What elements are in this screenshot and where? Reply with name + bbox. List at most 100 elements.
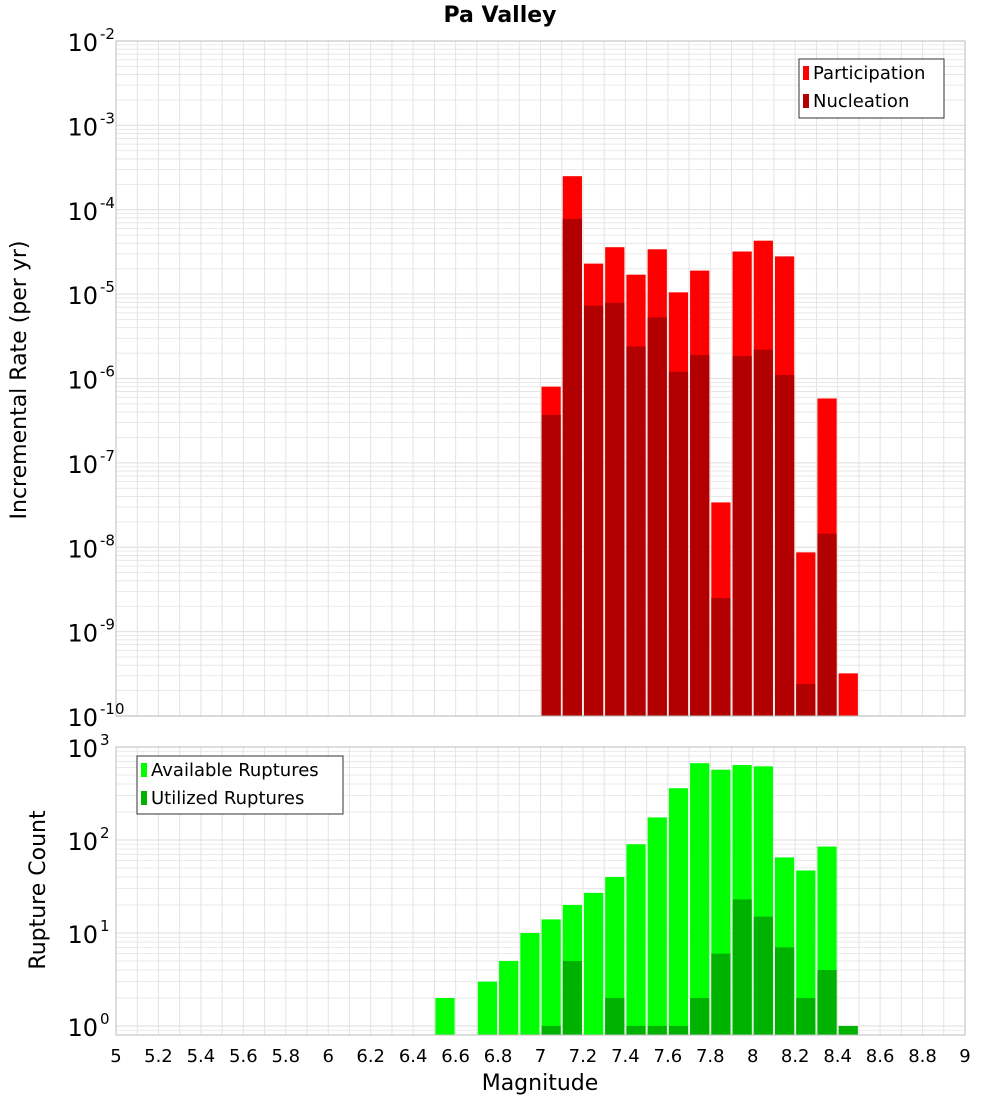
- bottom-bar: [690, 997, 710, 1035]
- top-bar: [541, 414, 561, 716]
- bottom-bar: [753, 916, 773, 1035]
- top-y-tick-exponent: -10: [100, 700, 125, 718]
- top-bar: [626, 346, 646, 716]
- top-y-tick-exponent: -7: [100, 447, 115, 465]
- bottom-bar: [796, 870, 816, 1035]
- bottom-bar: [647, 1025, 667, 1035]
- bottom-bar: [668, 1025, 689, 1035]
- x-tick-label: 5.8: [271, 1046, 300, 1067]
- top-y-tick-exponent: -2: [100, 25, 115, 43]
- bottom-bar: [583, 892, 604, 1035]
- x-tick-label: 7: [535, 1046, 546, 1067]
- top-y-tick-label: 10: [67, 620, 98, 648]
- x-tick-label: 6.4: [399, 1046, 428, 1067]
- top-y-tick-exponent: -3: [100, 109, 115, 127]
- top-bar: [774, 375, 795, 716]
- x-axis-label: Magnitude: [482, 1071, 599, 1096]
- bottom-bar: [647, 817, 667, 1035]
- bottom-y-tick-label: 10: [67, 828, 98, 856]
- x-tick-label: 7.2: [569, 1046, 598, 1067]
- bottom-bar: [541, 919, 561, 1035]
- top-y-tick-exponent: -4: [100, 194, 115, 212]
- bottom-y-axis-label: Rupture Count: [26, 810, 51, 970]
- x-tick-label: 5.6: [229, 1046, 258, 1067]
- bottom-legend-label: Utilized Ruptures: [151, 788, 304, 809]
- top-legend-label: Nucleation: [813, 91, 909, 112]
- bottom-y-tick-label: 10: [67, 921, 98, 949]
- top-bar: [796, 552, 816, 716]
- top-y-tick-exponent: -5: [100, 278, 115, 296]
- top-grid: [115, 41, 966, 717]
- bottom-plot: 10 010 110 210 35 5.2 5.4 5.6 5.8 6 6.2 6.4 6.6 6.8 7 7…: [67, 731, 970, 1067]
- top-legend-swatch: [803, 94, 809, 108]
- bottom-legend-label: Available Ruptures: [151, 760, 319, 781]
- top-bar: [817, 533, 837, 716]
- top-y-tick-exponent: -6: [100, 363, 115, 381]
- bottom-bar: [774, 947, 795, 1035]
- bottom-bar: [477, 981, 498, 1035]
- bottom-legend-swatch: [141, 763, 147, 777]
- top-bar: [732, 355, 752, 716]
- x-tick-label: 8.2: [781, 1046, 810, 1067]
- top-bar: [753, 349, 773, 716]
- top-y-tick-label: 10: [67, 367, 98, 395]
- x-tick-label: 7.4: [611, 1046, 640, 1067]
- top-legend-label: Participation: [813, 63, 925, 84]
- bottom-bar: [838, 1025, 858, 1035]
- x-tick-label: 6.8: [484, 1046, 513, 1067]
- top-bar: [562, 218, 582, 716]
- bottom-plot-frame: [115, 746, 966, 1036]
- top-series-2: [541, 218, 837, 716]
- bottom-y-tick-label: 10: [67, 1014, 98, 1042]
- bottom-y-tick-label: 10: [67, 735, 98, 763]
- top-bar: [647, 317, 667, 716]
- top-bar: [796, 683, 816, 716]
- bottom-series-2: [541, 899, 858, 1035]
- top-y-axis-label: Incremental Rate (per yr): [7, 241, 32, 520]
- top-bar: [605, 302, 625, 716]
- x-tick-label: 5: [110, 1046, 121, 1067]
- bottom-bar: [435, 997, 455, 1035]
- top-bar: [583, 305, 604, 716]
- x-tick-label: 7.8: [696, 1046, 725, 1067]
- top-bar: [668, 371, 689, 716]
- x-tick-label: 9: [959, 1046, 970, 1067]
- bottom-y-tick-exponent: 3: [100, 731, 110, 749]
- top-bar: [838, 673, 858, 716]
- x-tick-label: 5.2: [144, 1046, 173, 1067]
- bottom-y-tick-exponent: 2: [100, 824, 110, 842]
- bottom-bar: [520, 932, 540, 1035]
- x-tick-label: 7.6: [654, 1046, 683, 1067]
- top-y-tick-label: 10: [67, 451, 98, 479]
- bottom-bar: [668, 788, 689, 1035]
- top-y-tick-label: 10: [67, 29, 98, 57]
- bottom-legend: Available Ruptures Utilized Ruptures: [136, 755, 344, 815]
- bottom-legend-box: [136, 755, 344, 815]
- top-y-tick-label: 10: [67, 535, 98, 563]
- top-y-tick-label: 10: [67, 198, 98, 226]
- x-tick-label: 8.6: [866, 1046, 895, 1067]
- top-y-tick-label: 10: [67, 113, 98, 141]
- bottom-bar: [499, 960, 519, 1035]
- top-legend-box: [798, 58, 945, 119]
- top-legend: Participation Nucleation: [798, 58, 945, 119]
- bottom-bar: [711, 953, 731, 1035]
- bottom-y-tick-exponent: 1: [100, 917, 110, 935]
- x-tick-label: 6.6: [441, 1046, 470, 1067]
- top-plot-frame: [115, 40, 966, 717]
- bottom-bar: [541, 1025, 561, 1035]
- bottom-bar: [626, 1025, 646, 1035]
- bottom-bar: [817, 969, 837, 1035]
- chart-title: Pa Valley: [443, 3, 556, 28]
- bottom-bar: [605, 877, 625, 1035]
- top-y-tick-exponent: -8: [100, 531, 115, 549]
- bottom-bar: [796, 997, 816, 1035]
- bottom-bar: [605, 997, 625, 1035]
- x-tick-label: 8.8: [908, 1046, 937, 1067]
- bottom-bar: [626, 844, 646, 1035]
- x-tick-label: 8.4: [823, 1046, 852, 1067]
- top-legend-swatch: [803, 66, 809, 80]
